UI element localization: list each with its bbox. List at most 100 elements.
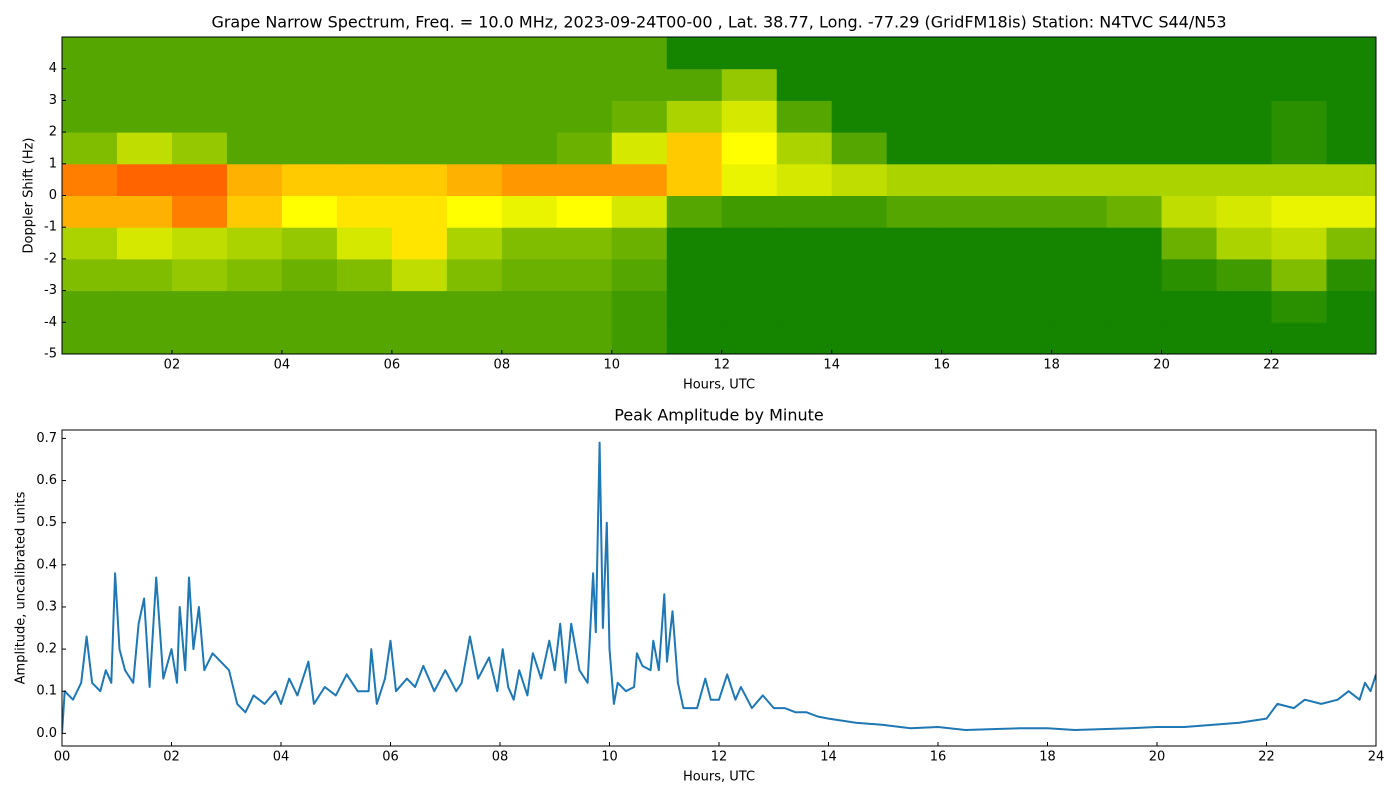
heat-cell <box>336 290 393 323</box>
y-tick-label: -4 <box>44 315 57 330</box>
heat-cell <box>831 258 888 292</box>
heat-cell <box>996 163 1053 196</box>
heat-cell <box>226 290 283 323</box>
heat-cell <box>996 195 1053 228</box>
heat-cell <box>1106 195 1163 228</box>
heat-cell <box>886 132 943 165</box>
y-tick-label: 0.0 <box>36 726 57 741</box>
y-tick-label: 3 <box>49 93 57 108</box>
heat-cell <box>776 258 833 292</box>
heat-cell <box>1051 132 1108 165</box>
heat-cell <box>1216 100 1273 133</box>
heat-cell <box>831 227 888 260</box>
x-tick-label: 02 <box>164 358 181 373</box>
heat-cell <box>62 132 118 165</box>
heat-cell <box>611 37 668 70</box>
heat-cell <box>116 132 173 165</box>
heat-cell <box>62 322 118 354</box>
heat-cell <box>281 290 338 323</box>
heat-cell <box>556 290 613 323</box>
heat-cell <box>62 290 118 323</box>
heat-cell <box>501 163 558 196</box>
heat-cell <box>611 258 668 292</box>
heat-cell <box>446 227 503 260</box>
heat-cell <box>1051 322 1108 354</box>
heat-cell <box>446 132 503 165</box>
heat-cell <box>446 322 503 354</box>
heat-cell <box>116 227 173 260</box>
y-tick-label: -2 <box>44 251 57 266</box>
heat-cell <box>941 100 998 133</box>
heat-cell <box>336 100 393 133</box>
heat-cell <box>776 132 833 165</box>
heat-cell <box>776 322 833 354</box>
heat-cell <box>996 100 1053 133</box>
heat-cell <box>1271 290 1328 323</box>
heat-cell <box>62 37 118 70</box>
heat-cell <box>1161 163 1218 196</box>
heat-cell <box>941 258 998 292</box>
heat-cell <box>941 132 998 165</box>
heat-cell <box>281 37 338 70</box>
heat-cell <box>831 322 888 354</box>
heat-cell <box>666 227 723 260</box>
heat-cell <box>556 258 613 292</box>
heat-cell <box>391 68 448 101</box>
heat-cell <box>1161 227 1218 260</box>
x-tick-label: 12 <box>713 358 730 373</box>
heat-cell <box>391 322 448 354</box>
x-tick-label: 14 <box>820 750 837 765</box>
heat-cell <box>1161 195 1218 228</box>
heat-cell <box>171 100 228 133</box>
heat-cell <box>831 100 888 133</box>
heat-cell <box>666 290 723 323</box>
heat-cell <box>1161 132 1218 165</box>
heat-cell <box>611 322 668 354</box>
heat-cell <box>1326 258 1376 292</box>
heat-cell <box>941 195 998 228</box>
heat-cell <box>721 258 778 292</box>
heat-cell <box>1216 258 1273 292</box>
heat-cell <box>62 195 118 228</box>
y-tick-label: 0.6 <box>36 473 57 488</box>
y-tick-label: 0.5 <box>36 515 57 530</box>
heat-cell <box>391 195 448 228</box>
heat-cell <box>501 258 558 292</box>
heat-cell <box>501 227 558 260</box>
heat-cell <box>776 37 833 70</box>
heat-cell <box>996 322 1053 354</box>
heat-cell <box>886 163 943 196</box>
heat-cell <box>776 68 833 101</box>
x-tick-label: 16 <box>933 358 950 373</box>
heat-cell <box>336 322 393 354</box>
heat-cell <box>1216 132 1273 165</box>
heat-cell <box>666 132 723 165</box>
heat-cell <box>391 37 448 70</box>
heat-cell <box>941 163 998 196</box>
heat-cell <box>721 132 778 165</box>
y-tick-label: -5 <box>44 347 57 362</box>
heat-cell <box>446 163 503 196</box>
heat-cell <box>776 100 833 133</box>
heat-cell <box>171 163 228 196</box>
heat-cell <box>171 322 228 354</box>
heat-cell <box>336 258 393 292</box>
y-axis-label: Doppler Shift (Hz) <box>22 138 37 254</box>
heat-cell <box>1106 37 1163 70</box>
x-tick-label: 04 <box>274 358 291 373</box>
heat-cell <box>1106 322 1163 354</box>
heat-cell <box>1271 132 1328 165</box>
heat-cell <box>996 132 1053 165</box>
heat-cell <box>281 163 338 196</box>
heat-cell <box>1216 227 1273 260</box>
heat-cell <box>62 258 118 292</box>
heat-cell <box>1326 163 1376 196</box>
heat-cell <box>391 227 448 260</box>
heat-cell <box>226 227 283 260</box>
heat-cell <box>62 68 118 101</box>
heat-cell <box>171 195 228 228</box>
chart-title: Peak Amplitude by Minute <box>614 406 824 425</box>
x-tick-label: 10 <box>604 358 621 373</box>
heat-cell <box>116 290 173 323</box>
heat-cell <box>666 163 723 196</box>
